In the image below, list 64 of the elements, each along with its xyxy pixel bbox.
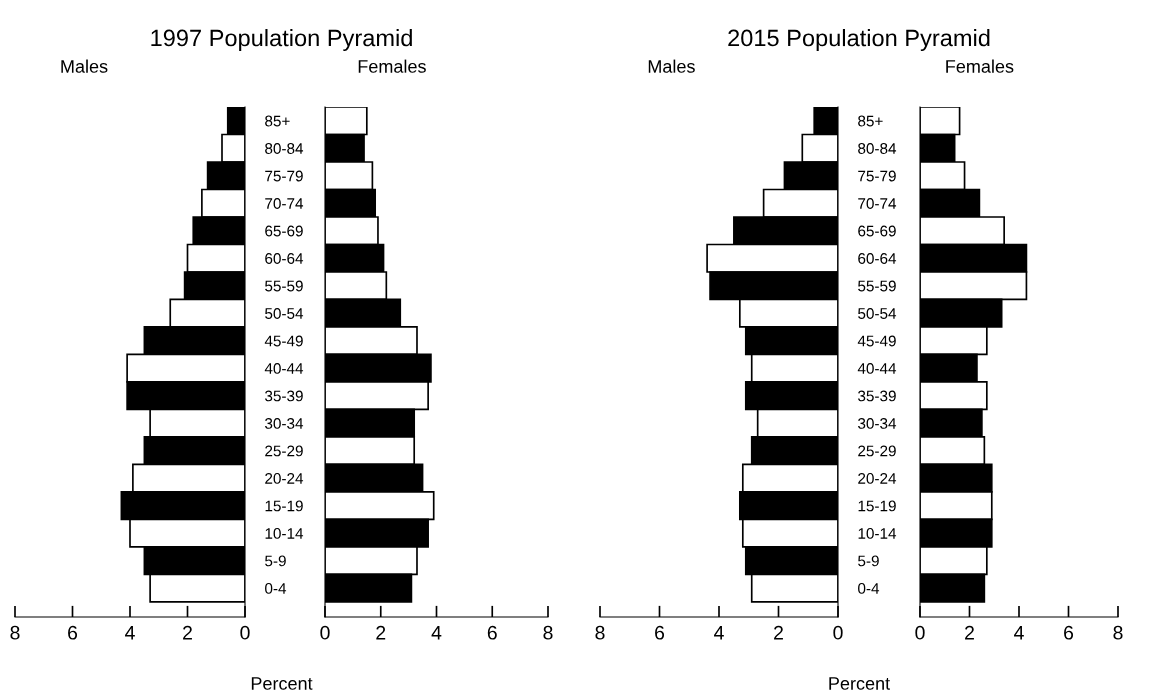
y-tick-label: 60-64 [858, 253, 897, 264]
y-tick-label: 35-39 [265, 390, 303, 402]
x-tick-label: 8 [595, 625, 605, 640]
y-tick-label: 40-44 [857, 363, 897, 374]
y-tick-label: 35-39 [858, 390, 896, 402]
y-tick-label: 70-74 [858, 198, 897, 209]
x-tick-label: 6 [1064, 625, 1074, 640]
y-tick-label: 85+ [265, 115, 290, 127]
y-tick-label: 15-19 [265, 500, 303, 512]
y-tick-label: 15-19 [858, 500, 896, 512]
x-tick-label: 2 [183, 625, 192, 640]
y-tick-label: 70-74 [265, 198, 304, 209]
x-tick-label: 4 [714, 626, 724, 640]
y-tick-label: 80-84 [265, 143, 304, 154]
x-tick-label: 0 [320, 625, 330, 640]
x-tick-label: 2 [965, 625, 974, 640]
y-tick-label: 85+ [858, 115, 883, 127]
y-tick-label: 0-4 [858, 583, 880, 594]
y-tick-label: 30-34 [858, 418, 897, 429]
chart-title: 1997 Population Pyramid [151, 29, 412, 51]
y-tick-label: 0-4 [265, 583, 287, 594]
x-tick-label: 8 [10, 625, 20, 640]
x-tick-label: 0 [833, 625, 843, 640]
x-tick-label: 2 [376, 625, 386, 640]
x-tick-label: 4 [125, 626, 135, 640]
chart-subtitle: Males [648, 59, 695, 73]
y-tick-label: 65-69 [265, 225, 303, 237]
y-tick-label: 25-29 [858, 445, 896, 457]
x-tick-label: 4 [431, 626, 442, 640]
x-tick-label: 0 [915, 625, 925, 640]
y-tick-label: 80-84 [858, 143, 897, 154]
y-tick-label: 60-64 [265, 253, 304, 264]
chart-subtitle: Males [61, 59, 108, 73]
x-tick-label: 6 [655, 625, 665, 640]
y-tick-label: 65-69 [858, 225, 896, 237]
y-tick-label: 5-9 [858, 555, 879, 567]
x-tick-label: 8 [543, 625, 553, 640]
y-tick-label: 5-9 [265, 555, 286, 567]
x-axis-title: Percent [829, 677, 890, 690]
x-tick-label: 4 [1014, 626, 1024, 640]
y-tick-label: 50-54 [858, 308, 897, 319]
x-tick-label: 8 [1113, 625, 1123, 640]
x-tick-label: 6 [487, 625, 497, 640]
y-tick-label: 45-49 [857, 335, 896, 347]
y-tick-label: 20-24 [858, 473, 897, 484]
y-tick-label: 45-49 [264, 335, 303, 347]
y-tick-label: 25-29 [265, 445, 303, 457]
y-tick-label: 40-44 [264, 363, 304, 374]
chart-subtitle: Females [358, 59, 426, 73]
y-tick-label: 10-14 [858, 528, 897, 539]
x-tick-label: 0 [240, 625, 250, 640]
y-tick-label: 75-79 [265, 170, 303, 182]
y-tick-label: 55-59 [265, 280, 303, 292]
y-tick-label: 30-34 [265, 418, 304, 429]
chart-subtitle: Females [946, 59, 1014, 73]
chart-title: 2015 Population Pyramid [728, 29, 990, 51]
y-tick-label: 55-59 [858, 280, 896, 292]
y-tick-label: 50-54 [265, 308, 304, 319]
x-tick-label: 6 [68, 625, 78, 640]
y-tick-label: 20-24 [265, 473, 304, 484]
y-tick-label: 10-14 [265, 528, 304, 539]
x-axis-title: Percent [251, 677, 313, 690]
y-tick-label: 75-79 [858, 170, 896, 182]
x-tick-label: 2 [774, 625, 783, 640]
